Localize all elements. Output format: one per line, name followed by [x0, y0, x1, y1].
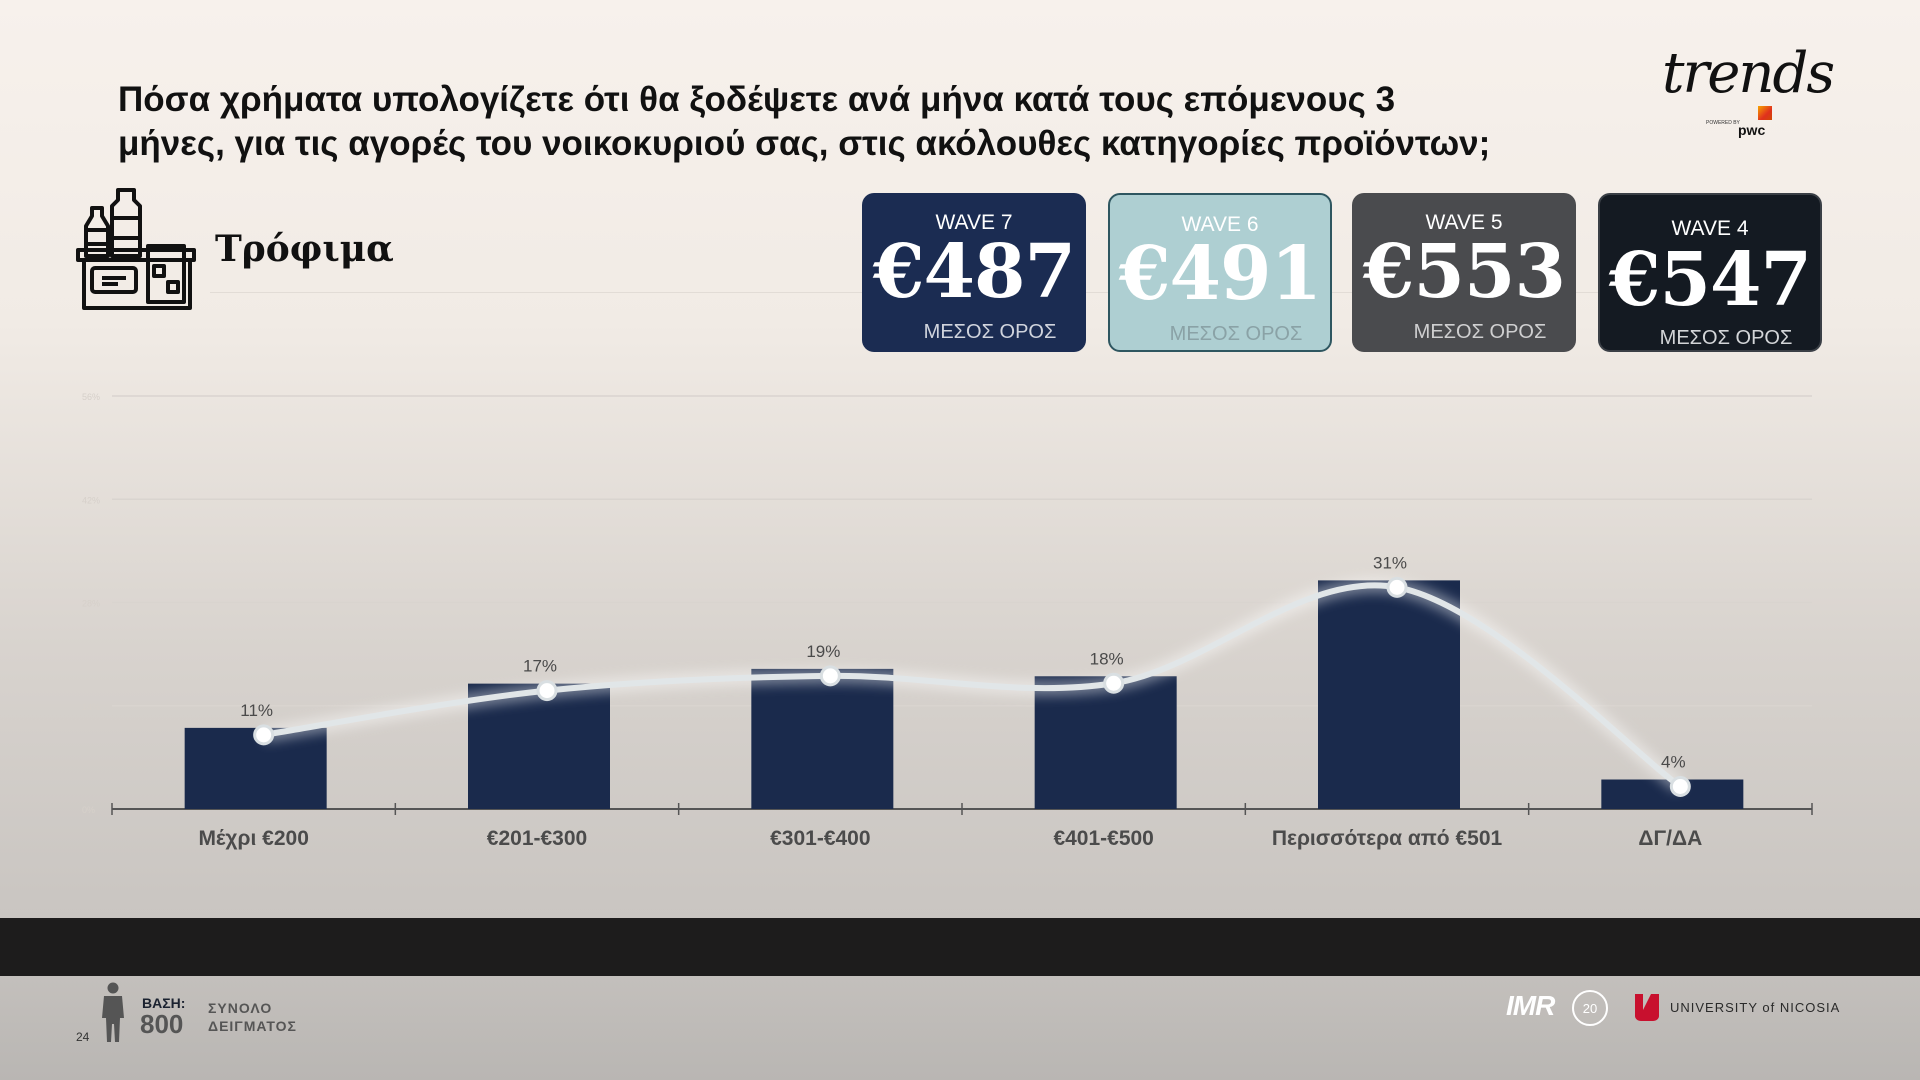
svg-text:20: 20: [1583, 1001, 1597, 1016]
trend-point: [536, 680, 558, 702]
wave-caption: ΜΕΣΟΣ ΟΡΟΣ: [923, 321, 1057, 343]
anniversary-badge-icon: 20: [1572, 990, 1608, 1026]
x-category-label: ΔΓ/ΔΑ: [1638, 827, 1702, 850]
basis-value: 800: [140, 1009, 184, 1039]
wave-label: WAVE 5: [1425, 211, 1503, 234]
y-tick-label: 56%: [82, 392, 100, 402]
footer-band: [0, 918, 1920, 976]
wave-caption: ΜΕΣΟΣ ΟΡΟΣ: [1659, 327, 1793, 349]
x-category-label: Περισσότερα από €501: [1272, 827, 1503, 850]
wave-value: €487: [873, 229, 1076, 315]
trend-point: [253, 724, 275, 746]
groceries-icon: [76, 188, 196, 310]
basis-label: ΒΑΣΗ:: [142, 995, 186, 1011]
bar: [1318, 580, 1460, 809]
category-title: Τρόφιμα: [215, 228, 394, 270]
trend-point: [1669, 776, 1691, 797]
data-label: 31%: [1373, 553, 1407, 572]
page-number: 24: [76, 1030, 90, 1044]
wave-4-card: WAVE 4 €547 ΜΕΣΟΣ ΟΡΟΣ: [1598, 193, 1822, 352]
imr-logo: IMR: [1506, 990, 1555, 1021]
sample-label-line2: ΔΕΙΓΜΑΤΟΣ: [208, 1018, 297, 1034]
trend-point: [1386, 576, 1408, 598]
wave-label: WAVE 4: [1671, 217, 1749, 240]
y-tick-label: 0%: [82, 805, 95, 815]
trend-point: [1103, 672, 1125, 694]
university-logo-text: UNIVERSITY of NICOSIA: [1670, 1000, 1841, 1015]
wave-caption: ΜΕΣΟΣ ΟΡΟΣ: [1169, 323, 1303, 345]
wave-value: €547: [1609, 237, 1812, 323]
trends-logo: trends POWERED BY pwc: [1662, 41, 1835, 144]
data-label: 11%: [240, 701, 273, 720]
data-label: 19%: [806, 642, 840, 661]
wave-caption: ΜΕΣΟΣ ΟΡΟΣ: [1413, 321, 1547, 343]
person-icon: [102, 982, 124, 1042]
wave-5-card: WAVE 5 €553 ΜΕΣΟΣ ΟΡΟΣ: [1352, 193, 1576, 352]
data-label: 17%: [523, 657, 557, 676]
x-category-label: Μέχρι €200: [198, 827, 308, 850]
wave-6-card: WAVE 6 €491 ΜΕΣΟΣ ΟΡΟΣ: [1108, 193, 1332, 352]
university-mark-icon: [1635, 994, 1659, 1021]
sample-label-line1: ΣΥΝΟΛΟ: [208, 1000, 273, 1016]
y-tick-label: 14%: [82, 702, 100, 712]
trends-wordmark: trends: [1662, 41, 1835, 106]
wave-7-card: WAVE 7 €487 ΜΕΣΟΣ ΟΡΟΣ: [862, 193, 1086, 352]
data-label: 18%: [1090, 649, 1124, 668]
trend-point: [819, 665, 841, 687]
powered-by-label: POWERED BY: [1706, 120, 1740, 126]
y-tick-label: 28%: [82, 599, 100, 609]
bar: [1034, 676, 1177, 809]
pwc-wordmark: pwc: [1738, 122, 1766, 138]
data-label: 4%: [1661, 753, 1686, 772]
trend-line: [260, 582, 1684, 790]
wave-label: WAVE 6: [1181, 213, 1259, 236]
x-category-label: €301-€400: [770, 827, 870, 850]
wave-value: €491: [1119, 231, 1322, 317]
pwc-mark-icon: [1758, 106, 1772, 120]
wave-label: WAVE 7: [935, 211, 1013, 234]
survey-question: Πόσα χρήματα υπολογίζετε ότι θα ξοδέψετε…: [118, 80, 1491, 163]
y-tick-label: 42%: [82, 495, 100, 505]
x-category-label: €201-€300: [487, 827, 587, 850]
bar: [751, 668, 894, 809]
x-category-label: €401-€500: [1053, 827, 1153, 850]
wave-value: €553: [1363, 229, 1566, 315]
